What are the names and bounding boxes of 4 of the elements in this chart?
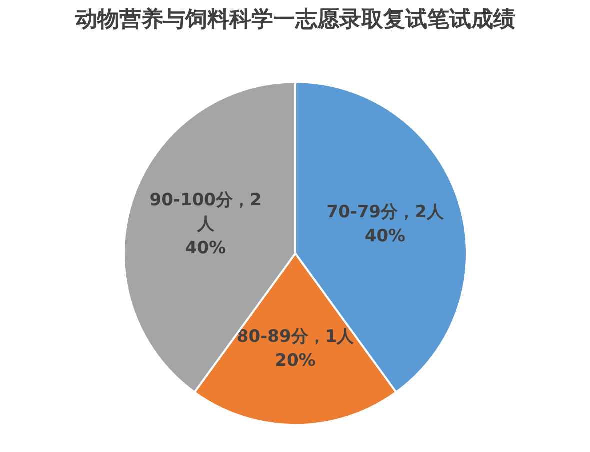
slice-label: 90-100分，2 人 40% — [150, 190, 262, 258]
chart-title: 动物营养与饲料科学一志愿录取复试笔试成绩 — [74, 6, 516, 32]
slice-label: 80-89分，1人 20% — [236, 326, 356, 371]
slice-label: 70-79分，2人 40% — [326, 202, 445, 246]
